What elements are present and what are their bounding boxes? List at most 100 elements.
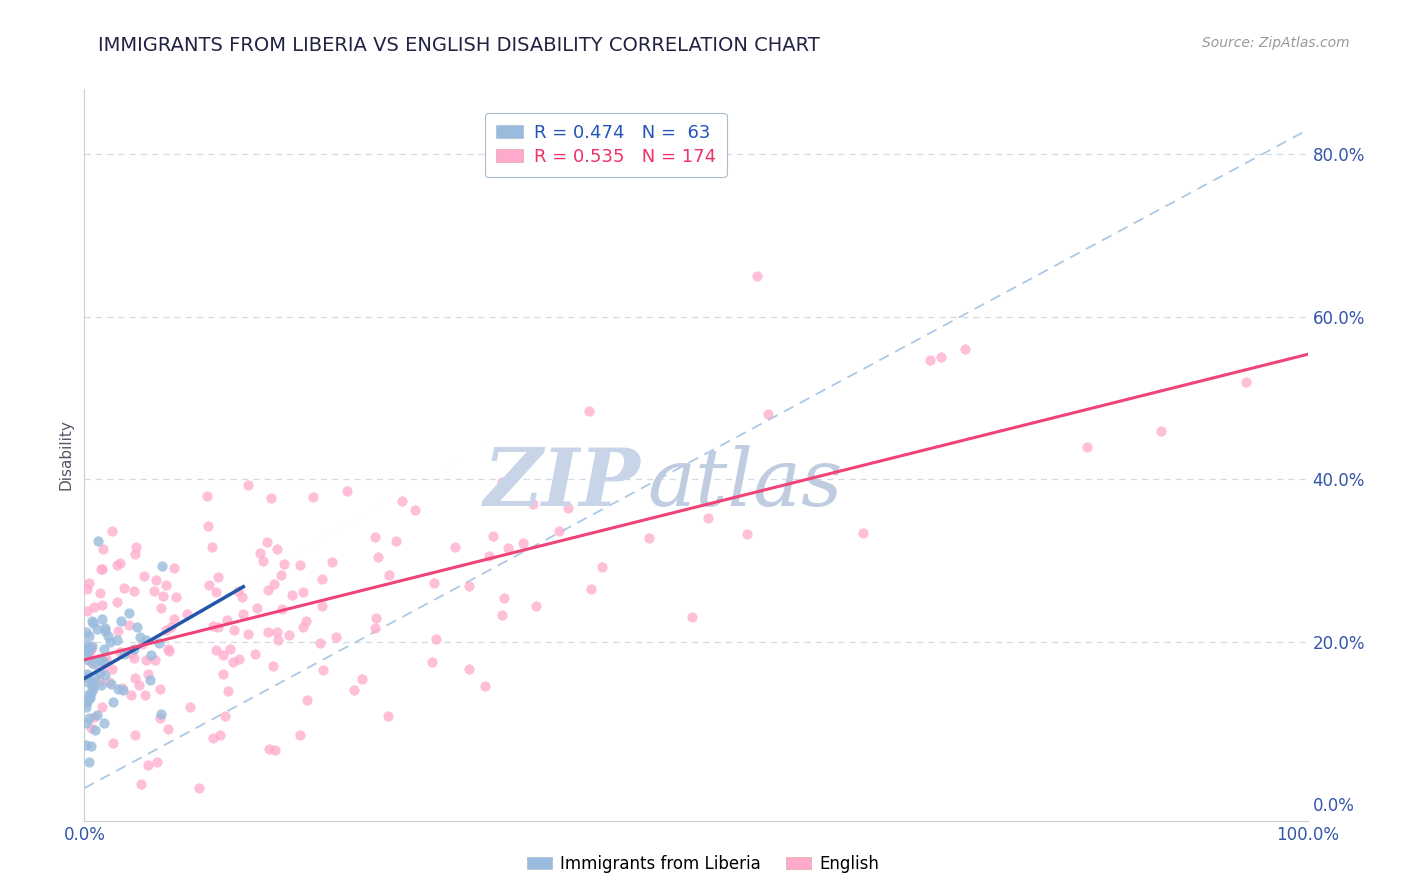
Point: [75, 643, 97, 657]
Point: [76, 667, 98, 681]
Point: [352, 672, 374, 686]
Point: [112, 648, 135, 662]
Point: [259, 491, 281, 506]
Point: [93, 668, 115, 682]
Point: [149, 682, 172, 697]
Point: [524, 599, 547, 613]
Point: [98, 674, 121, 689]
Point: [267, 632, 290, 647]
Point: [93, 642, 115, 657]
Point: [522, 497, 544, 511]
Point: [101, 736, 124, 750]
Point: [159, 620, 181, 634]
Point: [120, 688, 142, 702]
Point: [135, 653, 157, 667]
Point: [79, 644, 101, 658]
Point: [80, 721, 103, 735]
Point: [195, 489, 218, 503]
Point: [747, 269, 769, 284]
Point: [105, 558, 128, 572]
Point: [75, 738, 97, 752]
Point: [110, 614, 132, 628]
Point: [129, 777, 152, 791]
Point: [150, 559, 173, 574]
Point: [270, 568, 292, 582]
Point: [94, 624, 117, 638]
Point: [165, 590, 187, 604]
Point: [89, 652, 111, 666]
Point: [145, 573, 167, 587]
Point: [295, 693, 318, 707]
Point: [93, 655, 115, 669]
Point: [201, 540, 224, 554]
Point: [377, 709, 399, 723]
Point: [139, 673, 162, 687]
Point: [231, 590, 253, 604]
Point: [697, 511, 720, 525]
Point: [179, 699, 201, 714]
Point: [238, 626, 260, 640]
Legend: R = 0.474   N =  63, R = 0.535   N = 174: R = 0.474 N = 63, R = 0.535 N = 174: [485, 113, 727, 177]
Point: [591, 560, 613, 574]
Point: [198, 578, 221, 592]
Point: [211, 667, 233, 681]
Point: [176, 607, 198, 621]
Point: [80, 739, 103, 753]
Point: [155, 623, 177, 637]
Point: [75, 624, 97, 639]
Point: [84, 670, 107, 684]
Point: [311, 599, 333, 613]
Point: [75, 699, 97, 714]
Point: [343, 683, 366, 698]
Point: [245, 647, 267, 661]
Point: [100, 677, 122, 691]
Point: [312, 664, 335, 678]
Point: [364, 621, 387, 635]
Point: [91, 541, 114, 556]
Point: [76, 694, 98, 708]
Point: [90, 612, 112, 626]
Point: [145, 755, 167, 769]
Point: [266, 542, 288, 557]
Point: [86, 708, 108, 723]
Point: [108, 645, 131, 659]
Point: [96, 651, 118, 665]
Point: [91, 700, 114, 714]
Point: [90, 562, 112, 576]
Point: [425, 632, 447, 646]
Point: [149, 711, 172, 725]
Point: [122, 650, 145, 665]
Point: [77, 690, 100, 705]
Point: [82, 681, 104, 695]
Point: [474, 679, 496, 693]
Point: [378, 568, 401, 582]
Point: [83, 710, 105, 724]
Point: [929, 351, 952, 365]
Point: [391, 494, 413, 508]
Point: [295, 614, 318, 628]
Point: [257, 625, 280, 640]
Point: [491, 608, 513, 623]
Legend: Immigrants from Liberia, English: Immigrants from Liberia, English: [520, 848, 886, 880]
Point: [112, 581, 135, 595]
Point: [735, 526, 758, 541]
Point: [89, 678, 111, 692]
Y-axis label: Disability: Disability: [58, 419, 73, 491]
Point: [638, 531, 661, 545]
Point: [134, 688, 156, 702]
Point: [336, 484, 359, 499]
Point: [91, 598, 114, 612]
Point: [75, 638, 97, 652]
Point: [325, 631, 347, 645]
Point: [155, 578, 177, 592]
Point: [207, 620, 229, 634]
Point: [77, 687, 100, 701]
Point: [496, 541, 519, 555]
Point: [290, 558, 312, 573]
Point: [87, 533, 110, 548]
Point: [136, 758, 159, 772]
Point: [86, 622, 108, 636]
Point: [80, 640, 103, 655]
Point: [111, 681, 134, 695]
Point: [143, 652, 166, 666]
